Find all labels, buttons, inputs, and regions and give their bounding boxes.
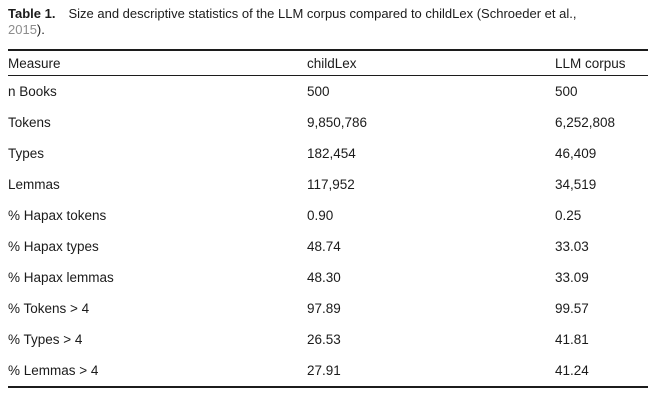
cell-llm-corpus: 0.25 bbox=[555, 208, 582, 223]
cell-measure: % Hapax lemmas bbox=[8, 270, 114, 285]
cell-measure: % Lemmas > 4 bbox=[8, 363, 99, 378]
cell-childlex: 9,850,786 bbox=[307, 115, 368, 130]
table-row: Lemmas 117,952 34,519 bbox=[8, 169, 648, 200]
cell-measure: % Tokens > 4 bbox=[8, 301, 90, 316]
cell-llm-corpus: 33.09 bbox=[555, 270, 589, 285]
header-row: Measure childLex LLM corpus bbox=[8, 50, 648, 76]
col-header-measure: Measure bbox=[8, 50, 307, 76]
cell-llm-corpus: 500 bbox=[555, 84, 578, 99]
cell-llm-corpus: 46,409 bbox=[555, 146, 597, 161]
cell-childlex: 48.74 bbox=[307, 239, 341, 254]
table-row: % Hapax types 48.74 33.03 bbox=[8, 231, 648, 262]
cell-llm-corpus: 6,252,808 bbox=[555, 115, 616, 130]
table-row: n Books 500 500 bbox=[8, 76, 648, 108]
cell-llm-corpus: 41.81 bbox=[555, 332, 589, 347]
cell-llm-corpus: 41.24 bbox=[555, 363, 589, 378]
cell-measure: n Books bbox=[8, 84, 57, 99]
cell-llm-corpus: 99.57 bbox=[555, 301, 589, 316]
cell-measure: Tokens bbox=[8, 115, 51, 130]
cell-childlex: 26.53 bbox=[307, 332, 341, 347]
cell-measure: % Hapax tokens bbox=[8, 208, 107, 223]
col-header-childlex: childLex bbox=[307, 50, 555, 76]
table-caption-label: Table 1. bbox=[8, 6, 56, 21]
table-caption: Table 1. Size and descriptive statistics … bbox=[8, 6, 650, 38]
table-row: % Types > 4 26.53 41.81 bbox=[8, 324, 648, 355]
citation-year-link: 2015 bbox=[8, 22, 37, 37]
table-row: Types 182,454 46,409 bbox=[8, 138, 648, 169]
cell-llm-corpus: 34,519 bbox=[555, 177, 597, 192]
col-header-llm-corpus: LLM corpus bbox=[555, 50, 648, 76]
cell-childlex: 182,454 bbox=[307, 146, 356, 161]
cell-childlex: 97.89 bbox=[307, 301, 341, 316]
table-body: n Books 500 500 Tokens 9,850,786 6,252,808 Typ… bbox=[8, 76, 648, 388]
table-row: % Lemmas > 4 27.91 41.24 bbox=[8, 355, 648, 387]
cell-childlex: 48.30 bbox=[307, 270, 341, 285]
cell-measure: Lemmas bbox=[8, 177, 60, 192]
cell-childlex: 500 bbox=[307, 84, 330, 99]
cell-childlex: 27.91 bbox=[307, 363, 341, 378]
table-row: % Hapax lemmas 48.30 33.09 bbox=[8, 262, 648, 293]
statistics-table: Measure childLex LLM corpus n Books 500 50… bbox=[8, 49, 648, 388]
cell-childlex: 0.90 bbox=[307, 208, 334, 223]
cell-measure: % Hapax types bbox=[8, 239, 99, 254]
cell-measure: % Types > 4 bbox=[8, 332, 83, 347]
cell-measure: Types bbox=[8, 146, 45, 161]
cell-llm-corpus: 33.03 bbox=[555, 239, 589, 254]
table-caption-end: ). bbox=[36, 22, 45, 37]
table-caption-text: Size and descriptive statistics of the L… bbox=[68, 6, 577, 21]
table-row: % Hapax tokens 0.90 0.25 bbox=[8, 200, 648, 231]
table-row: Tokens 9,850,786 6,252,808 bbox=[8, 107, 648, 138]
table-row: % Tokens > 4 97.89 99.57 bbox=[8, 293, 648, 324]
cell-childlex: 117,952 bbox=[307, 177, 355, 192]
